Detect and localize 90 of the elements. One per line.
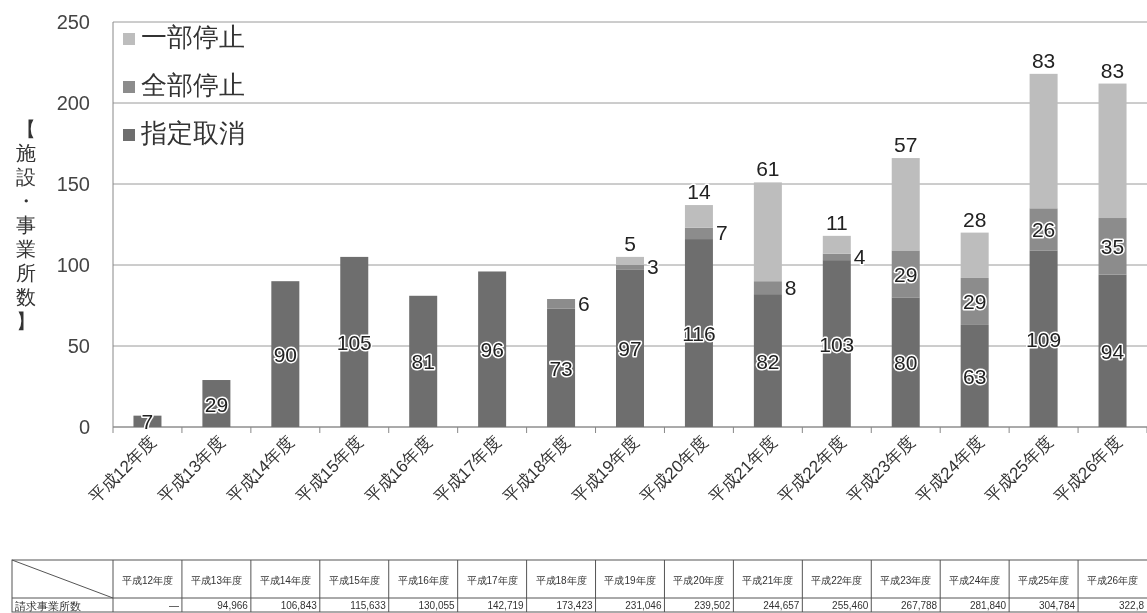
data-label: 96 bbox=[480, 338, 504, 362]
data-label: 35 bbox=[1100, 235, 1125, 259]
text: 281,840 bbox=[969, 600, 1007, 611]
data-label: 29 bbox=[962, 290, 987, 314]
bar bbox=[340, 256, 369, 427]
text: 239,502 bbox=[694, 600, 731, 611]
text: 【施設・事業所数】 bbox=[16, 117, 36, 332]
y-tick-label: 200 bbox=[56, 92, 90, 114]
bar bbox=[271, 281, 300, 427]
text: 請求事業所数 bbox=[15, 600, 81, 612]
data-label: 94 bbox=[1100, 339, 1125, 363]
data-label: 83 bbox=[1031, 48, 1056, 72]
category-label: 平成18年度 bbox=[535, 575, 587, 586]
bar bbox=[1029, 73, 1058, 209]
bar bbox=[822, 235, 851, 254]
text: 304,784 bbox=[1038, 600, 1076, 611]
bar bbox=[409, 295, 438, 427]
data-label: 7 bbox=[715, 221, 728, 245]
category-label: 平成16年度 bbox=[397, 575, 449, 586]
bar bbox=[822, 253, 851, 261]
category-label: 平成12年度 bbox=[121, 575, 174, 586]
text: 322,8 bbox=[1118, 600, 1144, 611]
category-label: 平成21年度 bbox=[742, 575, 794, 586]
y-tick-label: 250 bbox=[56, 11, 90, 33]
data-label: 81 bbox=[411, 350, 435, 374]
data-label: 28 bbox=[962, 207, 987, 231]
bar bbox=[616, 265, 644, 270]
category-label: 平成14年度 bbox=[259, 575, 311, 586]
data-label: 3 bbox=[647, 255, 659, 279]
y-tick-label: 50 bbox=[67, 335, 90, 357]
category-label: 平成26年度 bbox=[1086, 575, 1139, 586]
bar bbox=[684, 227, 713, 240]
data-label: 4 bbox=[853, 244, 866, 268]
category-label: 平成17年度 bbox=[466, 575, 518, 586]
text: 94,966 bbox=[217, 600, 248, 611]
text: 255,460 bbox=[832, 600, 869, 611]
bar bbox=[616, 256, 644, 265]
data-label: 29 bbox=[204, 392, 229, 416]
category-label: 平成20年度 bbox=[673, 575, 725, 586]
data-label: 14 bbox=[687, 180, 711, 204]
data-label: 63 bbox=[962, 364, 987, 388]
data-label: 83 bbox=[1100, 58, 1125, 82]
y-tick-label: 0 bbox=[78, 416, 90, 438]
bar bbox=[1098, 83, 1127, 219]
legend-label: 指定取消 bbox=[140, 118, 245, 148]
data-label: 90 bbox=[273, 343, 298, 367]
bar bbox=[547, 299, 576, 309]
data-label: 29 bbox=[894, 262, 918, 286]
category-label: 平成13年度 bbox=[190, 575, 242, 586]
text: 173,423 bbox=[556, 600, 593, 611]
category-label: 平成24年度 bbox=[949, 575, 1001, 586]
bar bbox=[891, 158, 920, 251]
bar bbox=[891, 297, 920, 427]
bar bbox=[1098, 274, 1127, 427]
category-label: 平成19年度 bbox=[604, 575, 656, 586]
category-label: 平成22年度 bbox=[811, 575, 863, 586]
text: 142,719 bbox=[487, 600, 524, 611]
bar bbox=[753, 182, 782, 282]
text: 130,055 bbox=[418, 600, 455, 611]
category-label: 平成15年度 bbox=[328, 575, 380, 586]
data-label: 6 bbox=[578, 291, 590, 315]
bar bbox=[616, 269, 644, 427]
data-label: 61 bbox=[756, 157, 780, 181]
text: 115,633 bbox=[350, 600, 386, 611]
data-label: 97 bbox=[618, 337, 642, 361]
data-label: 5 bbox=[624, 231, 636, 255]
text: 244,657 bbox=[763, 600, 800, 611]
category-label: 平成23年度 bbox=[880, 575, 932, 586]
legend-label: 一部停止 bbox=[141, 22, 245, 52]
legend-label: 全部停止 bbox=[141, 70, 245, 100]
text: — bbox=[168, 600, 179, 611]
bar bbox=[960, 232, 989, 278]
text: 231,046 bbox=[625, 600, 662, 611]
data-label: 80 bbox=[894, 351, 918, 375]
data-label: 57 bbox=[894, 133, 918, 157]
bar bbox=[684, 205, 713, 228]
bar bbox=[753, 294, 782, 427]
text: 267,788 bbox=[901, 600, 938, 611]
y-tick-label: 100 bbox=[56, 254, 90, 276]
data-label: 8 bbox=[784, 275, 797, 299]
bar bbox=[822, 260, 851, 427]
bar bbox=[753, 281, 782, 295]
bar bbox=[478, 271, 507, 427]
bar bbox=[684, 239, 713, 427]
bar bbox=[1029, 250, 1058, 427]
text: 106,843 bbox=[280, 600, 317, 611]
data-label: 26 bbox=[1031, 218, 1056, 242]
y-tick-label: 150 bbox=[56, 173, 90, 195]
category-label: 平成25年度 bbox=[1018, 575, 1070, 586]
data-label: 11 bbox=[825, 210, 848, 234]
